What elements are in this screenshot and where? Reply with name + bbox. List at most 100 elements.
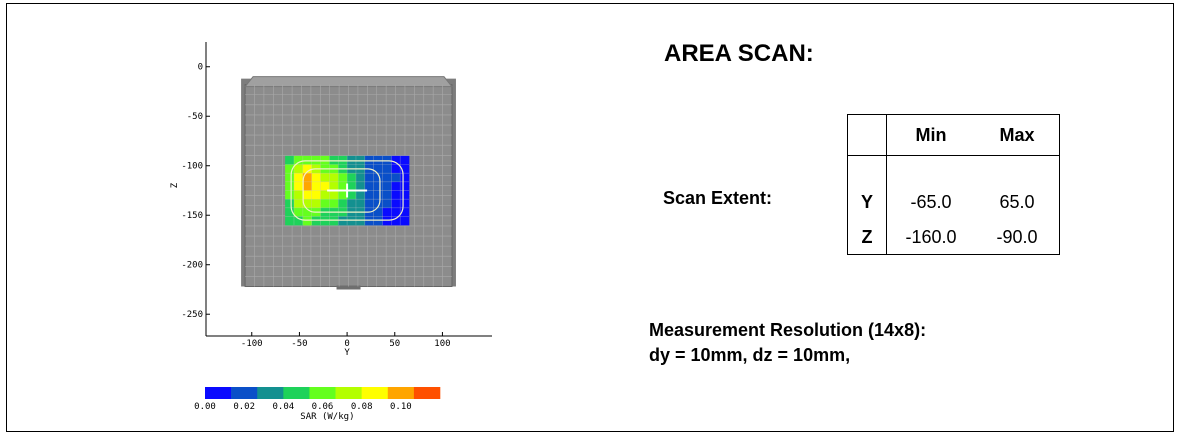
colorbar-segment <box>413 387 441 399</box>
heatmap-cell <box>373 173 383 183</box>
heatmap-cell <box>293 164 304 174</box>
table-row: Z -160.0 -90.0 <box>847 220 1060 255</box>
heatmap-cell <box>391 190 401 200</box>
heatmap-cell <box>373 190 383 200</box>
phantom-layer <box>241 76 456 290</box>
colorbar-tick-label: 0.00 <box>194 402 216 412</box>
heatmap-cell <box>364 190 374 200</box>
heatmap-cell <box>373 207 383 217</box>
colorbar-tick-label: 0.04 <box>272 402 294 412</box>
heatmap-cell <box>391 216 401 226</box>
heatmap-cell <box>302 181 312 191</box>
heatmap-cell <box>302 173 312 183</box>
colorbar-segment <box>309 387 336 399</box>
heatmap-cell <box>338 190 348 200</box>
table-spacer-row <box>847 155 1060 184</box>
heatmap-cell <box>320 190 330 200</box>
z-tick-label: -100 <box>181 162 203 172</box>
heatmap-cell <box>382 216 392 226</box>
heatmap-cell <box>293 173 304 183</box>
heatmap-cell <box>338 199 348 209</box>
heatmap-cell <box>391 164 401 174</box>
heatmap-cell <box>338 173 348 183</box>
table-header-max: Max <box>975 114 1060 156</box>
heatmap-cell <box>285 216 295 226</box>
area-scan-title: AREA SCAN: <box>664 40 814 67</box>
colorbar-segment <box>361 387 389 399</box>
heatmap-cell <box>320 216 330 226</box>
colorbar-segment <box>335 387 362 399</box>
scan-extent-label: Scan Extent: <box>663 188 773 208</box>
heatmap-cell <box>391 207 401 217</box>
colorbar-segment <box>257 387 284 399</box>
heatmap-cell <box>382 164 392 174</box>
colorbar-tick-label: 0.10 <box>390 402 412 412</box>
heatmap-cell <box>382 181 392 191</box>
heatmap-cell <box>382 190 392 200</box>
scan-extent-table: Min Max Y -65.0 65.0 Z -160.0 -90.0 <box>847 114 1060 255</box>
heatmap-cell <box>391 155 401 165</box>
heatmap-cell <box>329 190 339 200</box>
measurement-resolution-text: Measurement Resolution (14x8): <box>649 320 927 340</box>
heatmap-cell <box>293 190 304 200</box>
heatmap-cell <box>302 190 312 200</box>
z-tick-label: -50 <box>187 112 203 122</box>
z-axis-title: Z <box>170 182 180 188</box>
z-tick-label: -150 <box>181 211 203 221</box>
heatmap-cell <box>338 181 348 191</box>
heatmap-cell <box>400 164 410 174</box>
heatmap-cell <box>382 173 392 183</box>
table-row-min: -160.0 <box>886 220 975 255</box>
heatmap-cell <box>285 190 295 200</box>
table-header-min: Min <box>886 114 975 156</box>
heatmap-cell <box>382 199 392 209</box>
heatmap-cell <box>311 190 321 200</box>
x-tick-label: 100 <box>434 339 450 349</box>
y-axis-title: Y <box>344 348 350 358</box>
table-row-min: -65.0 <box>886 184 975 220</box>
heatmap-cell <box>400 181 410 191</box>
heatmap-cell <box>285 199 295 209</box>
heatmap-cell <box>364 216 374 226</box>
phantom-top <box>244 76 454 88</box>
heatmap-cell <box>320 173 330 183</box>
colorbar-segment <box>283 387 310 399</box>
heatmap-cell <box>400 173 410 183</box>
heatmap-layer <box>285 155 410 226</box>
x-tick-label: 50 <box>389 339 400 349</box>
heatmap-cell <box>285 173 295 183</box>
phantom-base <box>336 285 361 290</box>
heatmap-cell <box>400 155 410 165</box>
x-tick-label: -100 <box>241 339 263 349</box>
z-tick-label: -200 <box>181 261 203 271</box>
table-row-axis: Z <box>847 220 887 255</box>
heatmap-cell <box>347 199 357 209</box>
table-row-axis: Y <box>847 184 887 220</box>
heatmap-cell <box>338 216 348 226</box>
heatmap-cell <box>373 216 383 226</box>
heatmap-cell <box>391 173 401 183</box>
colorbar-tick-label: 0.08 <box>351 402 373 412</box>
heatmap-cell <box>400 190 410 200</box>
colorbar-tick-label: 0.06 <box>312 402 334 412</box>
table-row: Y -65.0 65.0 <box>847 184 1060 220</box>
heatmap-cell <box>293 207 304 217</box>
sar-contour <box>290 160 404 221</box>
heatmap-cell <box>400 199 410 209</box>
heatmap-cell <box>373 164 383 174</box>
x-tick-label: 0 <box>344 339 349 349</box>
heatmap-cell <box>364 173 374 183</box>
measurement-steps-text: dy = 10mm, dz = 10mm, <box>649 345 851 365</box>
heatmap-cell <box>391 181 401 191</box>
heatmap-cell <box>373 181 383 191</box>
heatmap-cell <box>373 199 383 209</box>
heatmap-cell <box>285 181 295 191</box>
heatmap-cell <box>400 216 410 226</box>
heatmap-cell <box>311 216 321 226</box>
heatmap-cell <box>391 199 401 209</box>
heatmap-cell <box>302 199 312 209</box>
table-header-row: Min Max <box>847 114 1060 156</box>
plot-axes <box>205 42 492 337</box>
heatmap-cell <box>311 173 321 183</box>
